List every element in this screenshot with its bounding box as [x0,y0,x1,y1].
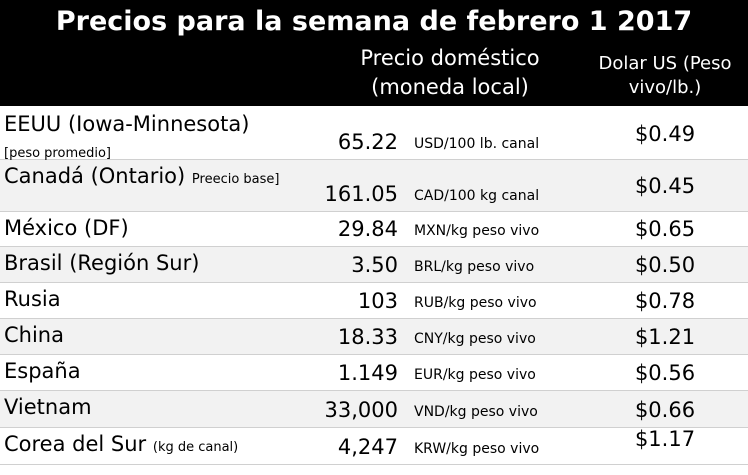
table-row: México (DF) 29.84 MXN/kg peso vivo $0.65 [0,212,748,247]
price: 3.50 [351,253,398,277]
price: 65.22 [337,130,398,154]
title: Precios para la semana de febrero 1 2017 [55,6,693,37]
header: Precios para la semana de febrero 1 2017… [0,0,748,106]
unit: CNY/kg peso vivo [414,331,536,347]
country: Canadá (Ontario) [4,164,186,188]
unit: RUB/kg peso vivo [414,295,537,311]
unit: EUR/kg peso vivo [414,367,536,383]
country-cell: China [4,322,304,348]
table-row: Rusia 103 RUB/kg peso vivo $0.78 [0,283,748,319]
usd: $0.65 [634,217,696,241]
country: Brasil (Región Sur) [4,251,200,275]
unit: BRL/kg peso vivo [414,259,535,275]
price: 33,000 [324,398,398,422]
unit: KRW/kg peso vivo [414,441,540,457]
country: México (DF) [4,216,129,240]
country-cell: EEUU (Iowa-Minnesota) [peso promedio] [4,111,304,167]
country-cell: Vietnam [4,394,304,420]
price: 161.05 [324,182,398,206]
country: China [4,323,64,347]
unit: VND/kg peso vivo [414,404,538,420]
usd: $1.21 [634,325,696,349]
country: EEUU (Iowa-Minnesota) [4,112,250,136]
country: Corea del Sur [4,432,147,456]
country-cell: Rusia [4,286,304,312]
country-cell: Brasil (Región Sur) [4,250,304,276]
table-row: EEUU (Iowa-Minnesota) [peso promedio] 65.2… [0,108,748,161]
country-cell: Canadá (Ontario) Preecio base] [4,163,304,193]
table-row: Vietnam 33,000 VND/kg peso vivo $0.66 [0,391,748,428]
usd: $0.66 [634,398,696,422]
note: (kg de canal) [152,440,239,455]
note: Preecio base] [191,172,280,187]
usd: $0.56 [634,361,696,385]
price: 103 [357,289,398,313]
unit: USD/100 lb. canal [414,136,540,152]
country: Rusia [4,287,61,311]
unit: MXN/kg peso vivo [414,223,540,239]
price: 29.84 [337,217,398,241]
column-header: Dolar US (Peso vivo/lb.) [598,53,732,98]
table-row: Corea del Sur (kg de canal) 4,247 KRW/kg p… [0,427,748,465]
country-cell: España [4,358,304,384]
table-row: Canadá (Ontario) Preecio base] 161.05 CAD/… [0,160,748,212]
country: España [4,359,81,383]
usd: $1.17 [634,427,696,451]
price: 18.33 [337,325,398,349]
table-row: China 18.33 CNY/kg peso vivo $1.21 [0,319,748,355]
table-row: Brasil (Región Sur) 3.50 BRL/kg peso vivo $… [0,247,748,283]
usd: $0.50 [634,253,696,277]
unit: CAD/100 kg canal [414,188,540,204]
note: [peso promedio] [4,146,111,161]
country: Vietnam [4,395,92,419]
column-header: Precio doméstico (moneda local) [360,46,540,99]
price: 4,247 [337,435,398,459]
table-row: España 1.149 EUR/kg peso vivo $0.56 [0,355,748,391]
country-cell: Corea del Sur (kg de canal) [4,431,304,461]
usd: $0.49 [634,122,696,146]
usd: $0.78 [634,289,696,313]
usd: $0.45 [634,174,696,198]
price: 1.149 [337,361,398,385]
country-cell: México (DF) [4,215,304,241]
